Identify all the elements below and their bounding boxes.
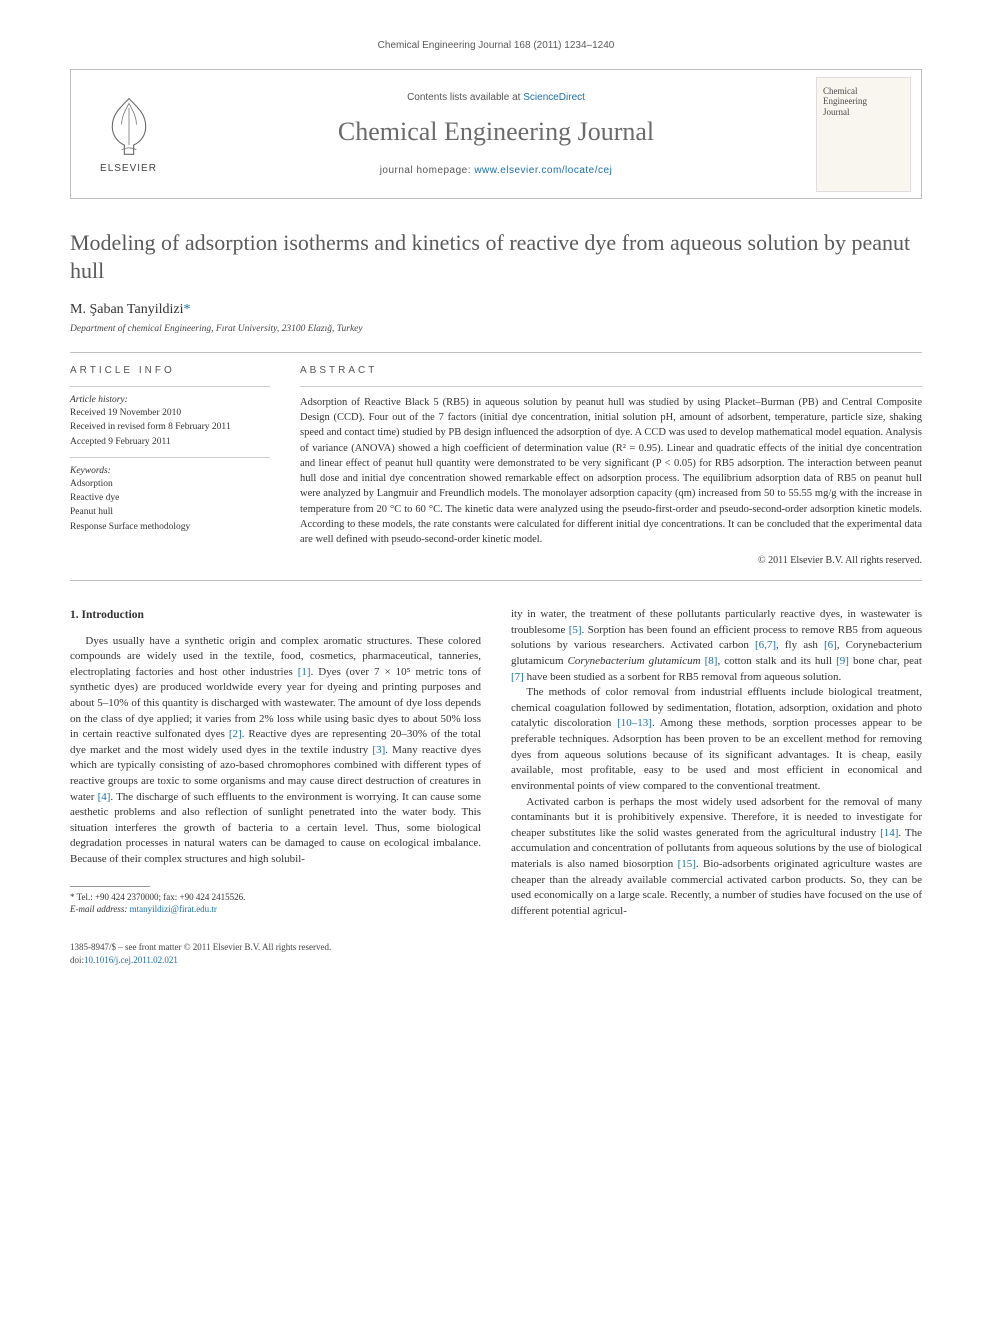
running-head: Chemical Engineering Journal 168 (2011) … <box>70 40 922 51</box>
journal-masthead: ELSEVIER Contents lists available at Sci… <box>70 69 922 199</box>
corresponding-footnote: * Tel.: +90 424 2370000; fax: +90 424 24… <box>70 891 481 916</box>
elsevier-tree-icon <box>99 94 159 159</box>
author-name: M. Şaban Tanyildizi <box>70 302 183 317</box>
doi-label: doi: <box>70 955 84 965</box>
citation-link[interactable]: [7] <box>511 671 524 683</box>
article-history-head: Article history: <box>70 395 270 405</box>
text-run: have been studied as a sorbent for RB5 r… <box>524 671 841 683</box>
text-run: Activated carbon is perhaps the most wid… <box>511 796 922 839</box>
journal-homepage-line: journal homepage: www.elsevier.com/locat… <box>380 165 613 176</box>
keyword: Peanut hull <box>70 506 270 519</box>
abstract-copyright: © 2011 Elsevier B.V. All rights reserved… <box>300 555 922 566</box>
journal-title-masthead: Chemical Engineering Journal <box>338 117 654 147</box>
keyword: Response Surface methodology <box>70 521 270 534</box>
affiliation: Department of chemical Engineering, Fıra… <box>70 324 922 334</box>
text-run: . The discharge of such effluents to the… <box>70 791 481 865</box>
journal-cover-thumb: Chemical Engineering Journal <box>816 77 911 192</box>
citation-link[interactable]: [6] <box>824 639 837 651</box>
corresponding-author-link[interactable]: * <box>183 302 190 317</box>
bottom-matter: 1385-8947/$ – see front matter © 2011 El… <box>70 941 922 966</box>
history-received: Received 19 November 2010 <box>70 407 270 420</box>
footnote-tel: * Tel.: +90 424 2370000; fax: +90 424 24… <box>70 891 481 904</box>
contents-prefix: Contents lists available at <box>407 92 523 103</box>
publisher-block: ELSEVIER <box>71 70 186 198</box>
citation-link[interactable]: [9] <box>836 655 849 667</box>
citation-link[interactable]: [5] <box>569 624 582 636</box>
citation-link[interactable]: [6,7] <box>755 639 776 651</box>
homepage-prefix: journal homepage: <box>380 165 475 176</box>
citation-link[interactable]: [4] <box>98 791 111 803</box>
article-title: Modeling of adsorption isotherms and kin… <box>70 229 922 284</box>
footnote-rule <box>70 886 150 887</box>
keyword: Reactive dye <box>70 492 270 505</box>
history-revised: Received in revised form 8 February 2011 <box>70 421 270 434</box>
divider <box>300 386 922 387</box>
citation-link[interactable]: [15] <box>678 858 696 870</box>
journal-homepage-link[interactable]: www.elsevier.com/locate/cej <box>474 165 612 176</box>
sciencedirect-link[interactable]: ScienceDirect <box>523 92 585 103</box>
cover-line-3: Journal <box>823 107 850 118</box>
keywords-head: Keywords: <box>70 466 270 476</box>
section-heading: 1. Introduction <box>70 607 481 623</box>
history-accepted: Accepted 9 February 2011 <box>70 436 270 449</box>
text-run: , cotton stalk and its hull <box>717 655 836 667</box>
body-paragraph: The methods of color removal from indust… <box>511 685 922 794</box>
column-left: 1. Introduction Dyes usually have a synt… <box>70 607 481 919</box>
divider <box>70 386 270 387</box>
citation-link[interactable]: [8] <box>705 655 718 667</box>
masthead-center: Contents lists available at ScienceDirec… <box>186 70 806 198</box>
text-run: bone char, peat <box>849 655 922 667</box>
article-info-block: ARTICLE INFO Article history: Received 1… <box>70 353 270 580</box>
abstract-text: Adsorption of Reactive Black 5 (RB5) in … <box>300 395 922 547</box>
publisher-label: ELSEVIER <box>100 163 157 174</box>
citation-link[interactable]: [10–13] <box>617 717 652 729</box>
article-info-label: ARTICLE INFO <box>70 365 270 376</box>
doi-link[interactable]: 10.1016/j.cej.2011.02.021 <box>84 955 178 965</box>
issn-line: 1385-8947/$ – see front matter © 2011 El… <box>70 941 922 954</box>
cover-thumb-block: Chemical Engineering Journal <box>806 70 921 198</box>
cover-line-1: Chemical <box>823 86 858 97</box>
abstract-block: ABSTRACT Adsorption of Reactive Black 5 … <box>300 353 922 580</box>
article-info-abstract-row: ARTICLE INFO Article history: Received 1… <box>70 352 922 581</box>
footnote-email-label: E-mail address: <box>70 904 130 914</box>
citation-link[interactable]: [2] <box>229 728 242 740</box>
divider <box>70 457 270 458</box>
citation-link[interactable]: [1] <box>298 666 311 678</box>
cover-line-2: Engineering <box>823 96 867 107</box>
text-run: , fly ash <box>776 639 824 651</box>
body-paragraph: Dyes usually have a synthetic origin and… <box>70 634 481 868</box>
body-paragraph: Activated carbon is perhaps the most wid… <box>511 795 922 920</box>
text-run-italic: Corynebacterium glutamicum <box>568 655 701 667</box>
column-right: ity in water, the treatment of these pol… <box>511 607 922 919</box>
footnote-email-link[interactable]: mtanyildizi@firat.edu.tr <box>130 904 217 914</box>
abstract-label: ABSTRACT <box>300 365 922 376</box>
citation-link[interactable]: [3] <box>372 744 385 756</box>
keyword: Adsorption <box>70 478 270 491</box>
body-columns: 1. Introduction Dyes usually have a synt… <box>70 607 922 919</box>
author-list: M. Şaban Tanyildizi* <box>70 302 922 318</box>
body-paragraph: ity in water, the treatment of these pol… <box>511 607 922 685</box>
contents-available-line: Contents lists available at ScienceDirec… <box>407 92 585 103</box>
citation-link[interactable]: [14] <box>880 827 898 839</box>
